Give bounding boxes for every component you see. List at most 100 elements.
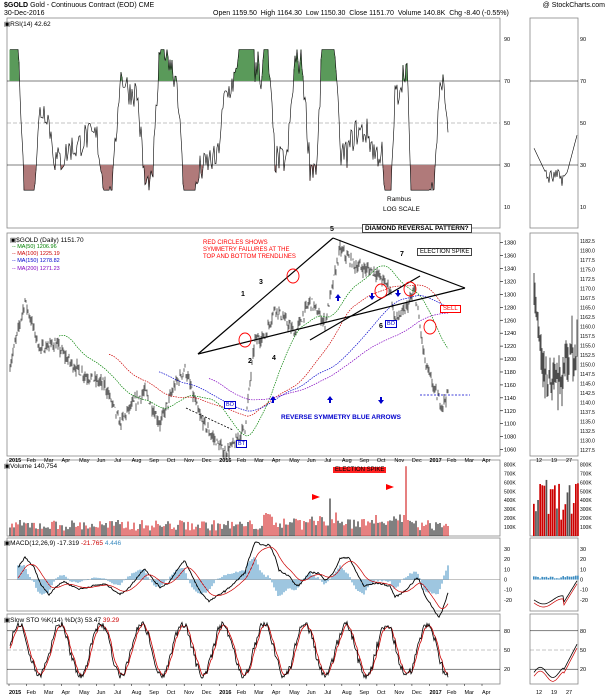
point-3: 3 <box>259 279 263 286</box>
volume-side-bar <box>572 503 575 536</box>
x-axis-label: Aug <box>342 690 352 696</box>
rsi-label-text: RSI(14) 42.62 <box>10 21 51 28</box>
sto-label: ▣Slow STO %K(14) %D(3) 53.47 39.29 <box>4 617 120 624</box>
blue-down-arrow <box>378 397 384 404</box>
rsi-side-tick: 90 <box>580 37 586 43</box>
red-circle <box>286 268 300 284</box>
diamond-pattern-label: DIAMOND REVERSAL PATTERN? <box>362 224 472 233</box>
low-value: 1150.30 <box>320 10 346 17</box>
price-right-tick: 1170.0 <box>580 287 595 293</box>
price-right-tick: 1177.5 <box>580 258 595 264</box>
x-axis-label: Aug <box>132 458 142 464</box>
sto-side-tick: 80 <box>580 629 586 635</box>
rsi-side-frame <box>529 17 579 229</box>
x-axis-label: Dec <box>412 458 422 464</box>
x-axis-label: Nov <box>184 690 194 696</box>
rsi-tick: 10 <box>504 205 510 211</box>
price-right-tick: 1135.0 <box>580 420 595 426</box>
symbol: $GOLD <box>4 2 29 9</box>
ma-legend: -- MA(50) 1206.96 -- MA(100) 1225.19 -- MA… <box>12 244 60 273</box>
x-axis-label: Apr <box>62 458 71 464</box>
chart-symbol: $GOLD Gold - Continuous Contract (EOD) C… <box>4 2 154 9</box>
red-circle <box>423 319 437 335</box>
side-x-label: 19 <box>551 690 557 696</box>
macd-side-hist <box>545 576 548 580</box>
volume-side-bar <box>556 508 558 536</box>
side-x-label: 12 <box>536 690 542 696</box>
sto-v2: 39.29 <box>102 617 120 624</box>
point-4: 4 <box>272 355 276 362</box>
sto-tick: 50 <box>504 648 510 654</box>
macd-side-hist <box>572 576 575 580</box>
macd-side-tick: 30 <box>580 547 586 553</box>
x-axis-label: Aug <box>132 690 142 696</box>
macd-side-hist <box>577 575 579 580</box>
x-axis-label: May <box>79 458 90 464</box>
volume-side-tick: 100K <box>580 525 592 531</box>
x-axis-label: May <box>289 458 300 464</box>
macd-side-hist <box>568 576 571 580</box>
macd-side-hist <box>564 577 567 580</box>
ohlc-readout: Open 1159.50 High 1164.30 Low 1150.30 Cl… <box>213 10 509 17</box>
volume-election-label: ELECTION SPIKE <box>333 467 387 473</box>
macd-side-tick: 20 <box>580 557 586 563</box>
volume-side-bar <box>547 513 550 536</box>
sto-side-d-line <box>533 647 578 682</box>
macd-side-line <box>533 580 578 605</box>
price-title: ▣$GOLD (Daily) 1151.70 <box>10 237 84 244</box>
sto-side-k-line <box>533 644 578 678</box>
x-axis-label: Jul <box>114 458 121 464</box>
election-spike-label: ELECTION SPIKE <box>417 248 473 256</box>
sto-tick: 20 <box>504 667 510 673</box>
macd-side-hist <box>541 576 543 580</box>
x-axis-label: Nov <box>394 458 404 464</box>
volume-tick: 400K <box>504 498 516 504</box>
ma100-line <box>108 284 449 417</box>
volume-tick: 600K <box>504 480 516 486</box>
x-axis-label: Oct <box>377 690 386 696</box>
volume-side-bar <box>564 504 567 536</box>
x-axis-label: 2015 <box>9 458 21 464</box>
macd-tick: -20 <box>504 598 512 604</box>
price-right-tick: 1130.0 <box>580 439 595 445</box>
macd-tick: 30 <box>504 547 510 553</box>
price-right-tick: 1132.5 <box>580 429 595 435</box>
x-axis-label: Feb <box>237 690 246 696</box>
volume-tick: 200K <box>504 516 516 522</box>
rsi-side-tick: 70 <box>580 79 586 85</box>
macd-tick: 0 <box>504 578 507 584</box>
volume-side-bar <box>558 483 560 536</box>
x-axis-label: Apr <box>272 690 281 696</box>
reverse-symmetry-label: REVERSE SYMMETRY BLUE ARROWS <box>281 414 402 421</box>
price-right-tick: 1157.5 <box>580 334 595 340</box>
x-axis-label: Feb <box>27 458 36 464</box>
price-y-tick: 1120 <box>504 409 516 415</box>
price-y-tick: 1340 <box>504 267 516 273</box>
price-right-tick: 1127.5 <box>580 448 595 454</box>
price-right-tick: 1140.0 <box>580 401 595 407</box>
sto-k-line <box>9 620 449 680</box>
price-right-tick: 1150.0 <box>580 363 595 369</box>
volume-side-bar <box>533 503 535 536</box>
point-6: 6 <box>379 323 383 330</box>
price-y-tick: 1320 <box>504 279 516 285</box>
volume-side-bar <box>566 492 569 536</box>
x-axis-label: Dec <box>412 690 422 696</box>
ma50-line <box>58 265 449 437</box>
x-axis-label: Mar <box>254 458 264 464</box>
price-right-tick: 1180.0 <box>580 249 595 255</box>
sto-v1: 53.47 <box>84 617 102 624</box>
blue-down-arrow <box>395 290 401 297</box>
watermark: @ StockCharts.com <box>542 2 605 9</box>
side-x-label: 19 <box>551 458 557 464</box>
volume-tick: 500K <box>504 489 516 495</box>
macd-side-hist <box>539 578 541 580</box>
rsi-tick: 70 <box>504 79 510 85</box>
macd-side-signal <box>533 583 578 608</box>
x-axis-label: 2016 <box>219 458 231 464</box>
macd-side-hist <box>560 577 562 580</box>
macd-tick: -10 <box>504 588 512 594</box>
macd-side-hist <box>537 576 539 580</box>
price-y-tick: 1220 <box>504 344 516 350</box>
